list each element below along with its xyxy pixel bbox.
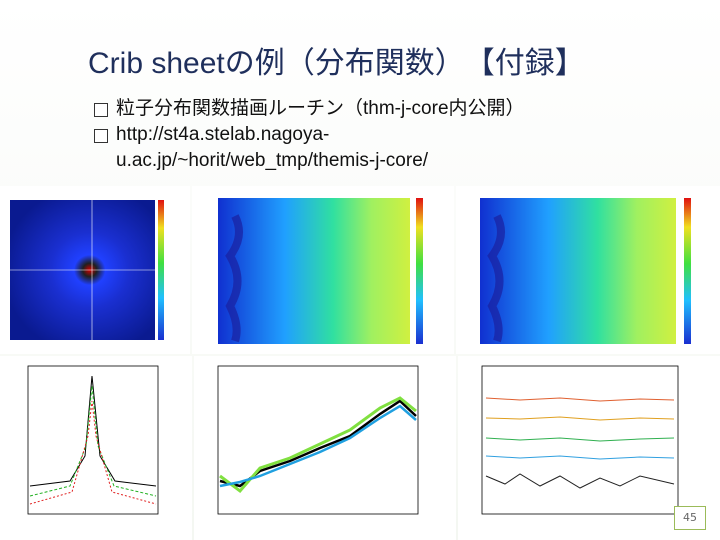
contour-band bbox=[225, 214, 243, 343]
curve bbox=[219, 404, 417, 488]
curve bbox=[29, 375, 157, 487]
bullet: http://st4a.stelab.nagoya-u.ac.jp/~horit… bbox=[92, 122, 532, 174]
curve bbox=[29, 385, 157, 497]
curve bbox=[485, 455, 675, 460]
curve bbox=[485, 437, 675, 442]
bullet-list: 粒子分布関数描画ルーチン（thm-j-core内公開） http://st4a.… bbox=[92, 96, 532, 174]
spectrogram bbox=[218, 198, 410, 344]
slide-title: Crib sheetの例（分布関数） 【付録】 bbox=[88, 47, 585, 80]
colorbar bbox=[416, 198, 423, 344]
curve bbox=[29, 400, 157, 505]
curve bbox=[485, 416, 675, 421]
plot-frame bbox=[481, 365, 679, 515]
panel bbox=[194, 356, 456, 540]
curve bbox=[219, 396, 417, 494]
contour-band bbox=[487, 214, 505, 343]
bullet: 粒子分布関数描画ルーチン（thm-j-core内公開） bbox=[92, 96, 532, 122]
colorbar bbox=[684, 198, 691, 344]
curve bbox=[485, 397, 675, 402]
plot-frame bbox=[217, 365, 419, 515]
panel bbox=[0, 356, 192, 540]
colorbar bbox=[158, 200, 164, 340]
spectrogram bbox=[480, 198, 676, 344]
figure-panels bbox=[0, 186, 720, 540]
page-number: 45 bbox=[674, 506, 706, 530]
curve bbox=[485, 473, 675, 489]
plot-frame bbox=[27, 365, 159, 515]
